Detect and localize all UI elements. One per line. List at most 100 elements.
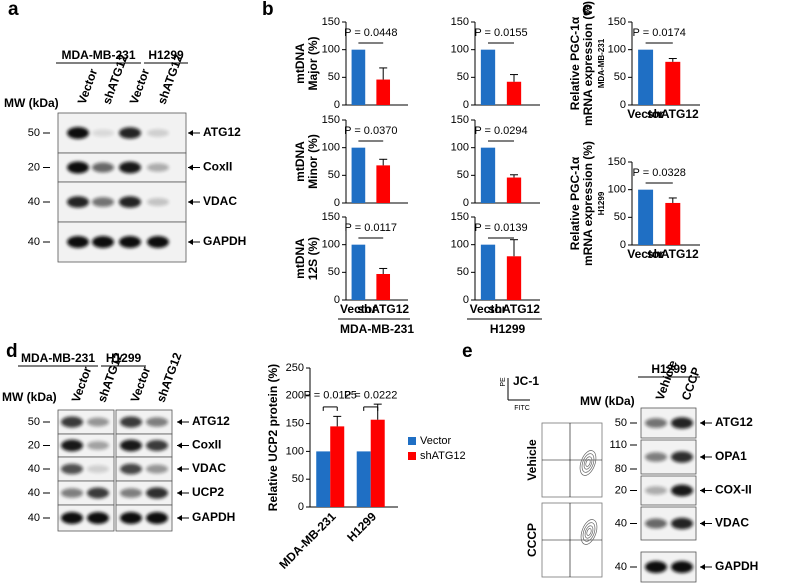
error-bar xyxy=(510,174,518,178)
p-value: P = 0.0139 xyxy=(474,222,527,234)
mw-label: 20 xyxy=(615,484,627,496)
band xyxy=(61,512,83,524)
legend-swatch xyxy=(408,437,416,445)
mw-title: MW (kDa) xyxy=(4,96,59,110)
y-tick-label: 100 xyxy=(322,44,340,56)
y-tick-label: 50 xyxy=(457,169,469,181)
flow-x-axis: FITC xyxy=(514,405,530,412)
bar xyxy=(506,256,522,300)
mw-label: 110 xyxy=(609,439,627,451)
band xyxy=(67,196,89,208)
mw-label: 40 xyxy=(28,196,40,208)
band xyxy=(67,161,89,174)
arrow-head xyxy=(700,487,705,494)
y-tick-label: 150 xyxy=(322,16,340,28)
panel-label: d xyxy=(6,341,18,362)
y-tick-label: 50 xyxy=(328,266,340,278)
y-tick-label: 150 xyxy=(451,114,469,126)
condition-label: Vehicle xyxy=(525,439,539,481)
band xyxy=(645,518,667,529)
error-bar xyxy=(510,239,518,257)
bar xyxy=(480,147,496,203)
band xyxy=(92,129,114,137)
band xyxy=(120,463,142,475)
band xyxy=(119,236,141,248)
x-tick-label: shATG12 xyxy=(647,107,699,121)
mw-label: 40 xyxy=(28,463,40,475)
group-label: H1299 xyxy=(651,362,687,376)
y-axis-label: Relative PGC-1α xyxy=(568,156,582,250)
x-axis-label: H1299 xyxy=(490,322,526,336)
group-label: MDA-MB-231 xyxy=(21,351,95,365)
y-axis-label: 12S (%) xyxy=(306,237,320,280)
y-tick-label: 50 xyxy=(457,266,469,278)
mw-label: 40 xyxy=(615,517,627,529)
y-tick-label: 100 xyxy=(608,184,626,196)
contour xyxy=(579,450,597,476)
protein-label: GAPDH xyxy=(192,510,235,524)
mw-label: 20 xyxy=(28,161,40,173)
error-bar xyxy=(379,158,388,166)
y-tick-label: 100 xyxy=(451,44,469,56)
bar xyxy=(351,244,366,300)
y-tick-label: 0 xyxy=(298,501,304,513)
bar xyxy=(351,147,366,203)
mw-label: 40 xyxy=(28,487,40,499)
band xyxy=(147,198,169,206)
arrow-head xyxy=(177,419,182,425)
band xyxy=(146,464,168,474)
band xyxy=(671,417,693,429)
band xyxy=(645,561,667,573)
bar xyxy=(638,189,654,245)
panel-label: c xyxy=(582,0,593,20)
band xyxy=(645,486,667,495)
contour xyxy=(580,519,598,545)
arrow-head xyxy=(700,420,705,426)
bar xyxy=(480,49,496,105)
bar xyxy=(665,202,681,245)
y-tick-label: 50 xyxy=(328,71,340,83)
protein-label: VDAC xyxy=(715,516,749,530)
y-tick-label: 0 xyxy=(463,99,469,111)
flow-stain: JC-1 xyxy=(513,374,539,388)
band xyxy=(119,127,141,139)
x-tick-label: shATG12 xyxy=(488,302,540,316)
condition-label: CCCP xyxy=(525,523,539,557)
error-bar xyxy=(379,267,388,274)
contour xyxy=(585,459,591,467)
arrow-head xyxy=(700,520,705,527)
band xyxy=(119,161,141,174)
y-tick-label: 100 xyxy=(451,142,469,154)
bar xyxy=(351,49,366,105)
bar xyxy=(356,451,371,507)
band xyxy=(146,512,168,524)
x-tick-label: shATG12 xyxy=(647,247,699,261)
protein-label: ATG12 xyxy=(715,415,753,429)
y-axis-label: Relative UCP2 protein (%) xyxy=(266,364,280,511)
arrow-head xyxy=(700,564,705,570)
y-axis-label: mRNA expression (%) xyxy=(581,141,595,266)
y-tick-label: 100 xyxy=(322,142,340,154)
y-tick-label: 100 xyxy=(286,445,304,457)
arrow-head xyxy=(188,239,193,245)
arrow-head xyxy=(188,130,193,136)
y-tick-label: 50 xyxy=(614,211,626,223)
contour xyxy=(586,528,592,536)
contour xyxy=(584,525,594,539)
y-tick-label: 50 xyxy=(457,71,469,83)
protein-label: ATG12 xyxy=(203,125,241,139)
bar xyxy=(506,177,522,203)
band xyxy=(67,236,89,248)
y-axis-label: mRNA expression (%) xyxy=(581,1,595,126)
x-tick-label: Vector xyxy=(470,302,507,316)
p-value: P = 0.0294 xyxy=(474,125,527,137)
band xyxy=(119,196,141,208)
legend-swatch xyxy=(408,452,416,460)
panel-label: e xyxy=(462,341,473,362)
p-value: P = 0.0125 xyxy=(304,390,357,402)
y-tick-label: 150 xyxy=(322,211,340,223)
protein-label: UCP2 xyxy=(192,485,224,499)
arrow-head xyxy=(177,466,182,472)
group-label: MDA-MB-231 xyxy=(61,48,135,62)
